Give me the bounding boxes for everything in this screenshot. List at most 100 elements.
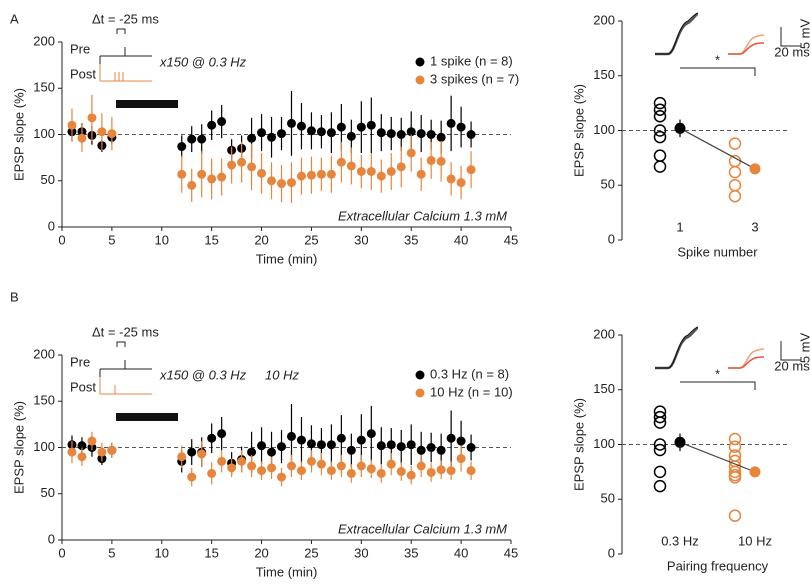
x-tick-label: 0 — [58, 232, 65, 247]
y-axis-label: EPSP slope (%) — [11, 88, 26, 181]
y-axis-label: EPSP slope (%) — [571, 398, 586, 491]
data-point — [396, 162, 406, 172]
data-point — [316, 169, 326, 179]
data-point — [87, 113, 97, 123]
data-point — [366, 120, 376, 130]
data-point — [436, 156, 446, 166]
data-point — [406, 127, 416, 137]
data-point — [466, 130, 476, 139]
data-point — [396, 130, 406, 139]
delta-bracket — [116, 28, 126, 34]
data-point — [267, 176, 277, 186]
y-tick-label: 200 — [593, 12, 615, 27]
y-tick-label: 0 — [608, 231, 615, 246]
data-point — [286, 118, 296, 128]
data-point — [177, 169, 187, 179]
data-point — [436, 465, 446, 475]
data-point — [207, 120, 217, 130]
data-point — [356, 167, 366, 176]
data-point — [446, 466, 456, 476]
trace-black-post — [655, 326, 699, 369]
data-point — [346, 161, 356, 171]
category-label: 3 — [751, 219, 758, 234]
y-tick-label: 50 — [601, 177, 615, 192]
data-point — [197, 449, 207, 459]
legend-marker — [415, 57, 425, 67]
individual-point — [728, 509, 742, 522]
y-tick-label: 150 — [33, 393, 55, 408]
x-tick-label: 35 — [404, 232, 418, 247]
data-point — [267, 463, 277, 473]
data-point — [247, 162, 257, 172]
data-point — [386, 129, 396, 139]
data-point — [97, 447, 107, 457]
data-point — [247, 447, 257, 457]
x-tick-label: 5 — [108, 545, 115, 560]
data-point — [366, 464, 376, 474]
data-point — [346, 445, 356, 455]
x-tick-label: 25 — [304, 232, 318, 247]
x-tick-label: 25 — [304, 545, 318, 560]
pre-trace — [99, 47, 152, 66]
x-tick-label: 15 — [204, 545, 218, 560]
x-axis-label: Spike number — [677, 244, 758, 259]
data-point — [386, 440, 396, 450]
individual-point — [728, 471, 742, 484]
data-point — [306, 170, 316, 180]
delta-bracket — [116, 341, 126, 347]
individual-point — [653, 103, 667, 116]
individual-point — [653, 160, 667, 173]
data-point — [326, 466, 336, 476]
data-point — [207, 468, 217, 478]
data-point — [366, 429, 376, 439]
data-point — [267, 132, 277, 142]
x-tick-label: 30 — [354, 232, 368, 247]
legend-marker — [415, 75, 425, 85]
individual-point — [728, 432, 742, 446]
individual-point — [653, 438, 667, 451]
mean-point — [674, 122, 686, 134]
data-point — [336, 461, 346, 471]
data-point — [217, 456, 227, 466]
data-point — [286, 178, 296, 188]
data-point — [67, 447, 77, 457]
data-point — [257, 441, 267, 451]
category-label: 1 — [676, 219, 683, 234]
data-point — [177, 452, 187, 462]
individual-point — [653, 443, 667, 457]
scale-voltage: 5 mV — [797, 19, 811, 50]
individual-point — [653, 96, 667, 110]
data-point — [446, 118, 456, 128]
data-point — [306, 439, 316, 449]
x-axis-label: Time (min) — [256, 251, 318, 266]
protocol-extra: 10 Hz — [265, 367, 299, 382]
pairing-bar — [116, 100, 178, 108]
mean-point — [749, 466, 761, 478]
y-tick-label: 100 — [33, 126, 55, 141]
y-tick-label: 0 — [48, 218, 55, 233]
y-tick-label: 100 — [593, 122, 615, 137]
data-point — [316, 459, 326, 469]
data-point — [436, 132, 446, 142]
data-point — [227, 463, 237, 473]
significance: * — [715, 366, 720, 381]
data-point — [217, 429, 227, 439]
data-point — [296, 466, 306, 476]
post-trace — [99, 377, 152, 395]
individual-point — [728, 165, 742, 179]
data-point — [446, 174, 456, 184]
legend-label: 10 Hz (n = 10) — [430, 384, 513, 399]
panel-label: A — [10, 11, 19, 26]
significance-bracket — [680, 67, 756, 76]
scale-bar — [780, 27, 801, 47]
data-point — [187, 447, 197, 457]
data-point — [376, 128, 386, 138]
data-point — [416, 461, 426, 471]
data-point — [466, 466, 476, 476]
data-point — [456, 178, 466, 188]
y-axis-label: EPSP slope (%) — [11, 401, 26, 494]
x-tick-label: 10 — [155, 232, 169, 247]
y-tick-label: 100 — [593, 436, 615, 451]
data-point — [207, 433, 217, 443]
